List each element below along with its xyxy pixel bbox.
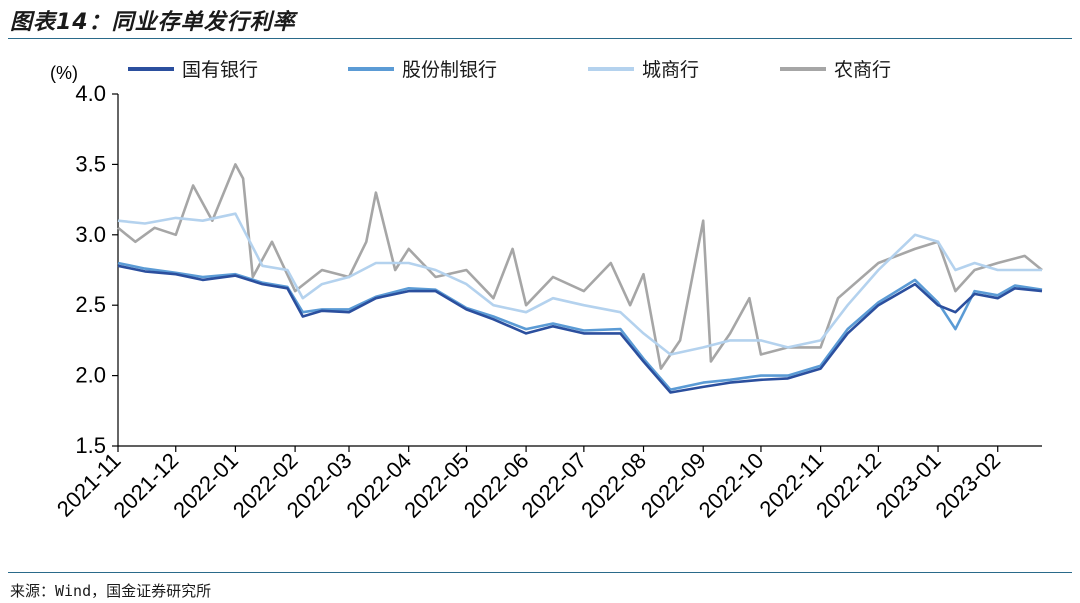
- x-tick-label: 2022-07: [517, 448, 592, 523]
- legend-label: 股份制银行: [402, 59, 497, 81]
- x-tick-label: 2022-01: [168, 448, 243, 523]
- x-tick-label: 2023-01: [871, 448, 946, 523]
- x-tick-label: 2021-12: [109, 448, 184, 523]
- x-tick-label: 2022-12: [811, 448, 886, 523]
- y-tick-label: 1.5: [75, 433, 106, 458]
- legend-label: 城商行: [642, 59, 699, 81]
- series-line-1: [117, 264, 1043, 394]
- x-tick-label: 2022-08: [576, 448, 651, 523]
- top-rule: [8, 38, 1072, 39]
- figure-title: 图表14：同业存单发行利率: [10, 10, 296, 35]
- series-line-3: [117, 212, 1042, 356]
- y-tick-label: 3.0: [75, 222, 106, 247]
- y-tick-label: 4.0: [75, 81, 106, 106]
- source-note: 来源：Wind，国金证券研究所: [10, 582, 212, 600]
- series-line-2: [117, 261, 1043, 391]
- y-tick-label: 3.5: [75, 151, 106, 176]
- y-tick-label: 2.5: [75, 292, 106, 317]
- x-tick-label: 2023-02: [930, 448, 1005, 523]
- x-tick-label: 2022-10: [694, 448, 769, 523]
- series-line-4: [117, 163, 1043, 370]
- y-axis-unit: (%): [50, 63, 78, 83]
- series-layer: [117, 163, 1043, 394]
- y-tick-label: 2.0: [75, 363, 106, 388]
- legend: 国有银行 股份制银行 城商行 农商行: [128, 59, 891, 81]
- x-tick-label: 2022-05: [399, 448, 474, 523]
- legend-label: 国有银行: [182, 59, 258, 81]
- bottom-rule: [8, 572, 1072, 573]
- legend-label: 农商行: [834, 59, 891, 81]
